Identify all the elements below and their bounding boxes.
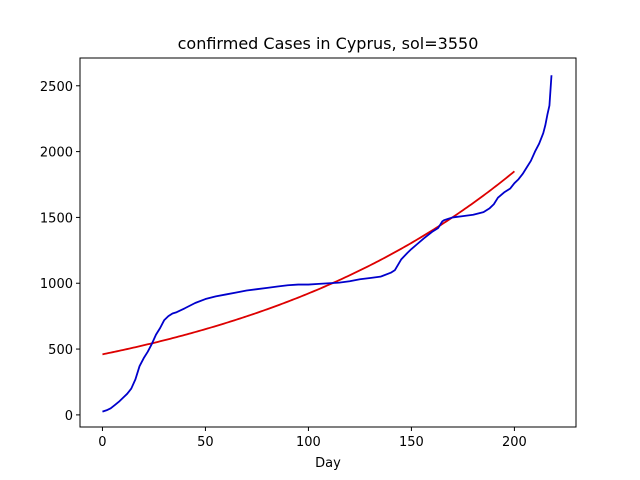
axes-frame bbox=[79, 57, 577, 428]
x-axis: 0 50 100 150 200 bbox=[98, 427, 527, 450]
x-tick-label: 50 bbox=[197, 435, 214, 450]
x-axis-label: Day bbox=[315, 456, 341, 471]
x-tick-label: 100 bbox=[296, 435, 321, 450]
y-tick-label: 500 bbox=[48, 343, 73, 358]
plot-area bbox=[79, 57, 577, 428]
x-tick-label: 200 bbox=[502, 435, 527, 450]
y-tick-label: 2500 bbox=[40, 80, 73, 95]
series-lines bbox=[102, 75, 553, 413]
x-tick-label: 150 bbox=[399, 435, 424, 450]
y-tick-label: 2000 bbox=[40, 146, 73, 161]
series-line-observed bbox=[102, 75, 553, 413]
y-tick-label: 1500 bbox=[40, 211, 73, 226]
series-line-fit bbox=[102, 170, 515, 356]
y-tick-label: 0 bbox=[65, 409, 73, 424]
x-tick-label: 0 bbox=[98, 435, 106, 450]
y-axis: 0 500 1000 1500 2000 2500 bbox=[40, 80, 80, 424]
chart-title: confirmed Cases in Cyprus, sol=3550 bbox=[178, 34, 479, 53]
y-tick-label: 1000 bbox=[40, 277, 73, 292]
